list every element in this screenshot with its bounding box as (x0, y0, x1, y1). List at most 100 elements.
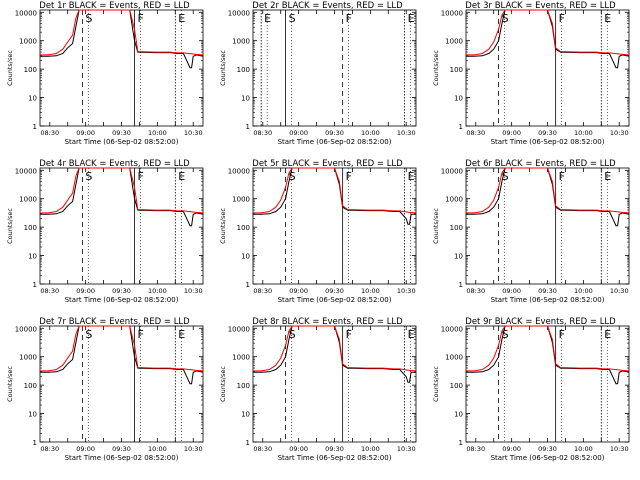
y-axis-label: Counts/sec (6, 366, 14, 402)
y-tick-label: 1 (33, 123, 37, 131)
plot-frame (465, 167, 630, 285)
x-axis-label: Start Time (06-Sep-02 08:52:00) (278, 138, 392, 146)
y-tick-label: 1000 (232, 354, 250, 362)
x-tick-label: 08:30 (466, 445, 485, 453)
y-tick-label: 100 (237, 382, 250, 390)
y-tick-label: 10000 (228, 9, 250, 17)
x-tick-label: 08:30 (40, 287, 59, 295)
y-tick-label: 1 (459, 439, 463, 447)
series-line-lld (466, 9, 630, 56)
plot-frame (252, 9, 417, 127)
x-tick-label: 08:30 (253, 287, 272, 295)
plot-frame (465, 325, 630, 443)
x-tick-label: 09:00 (76, 129, 95, 137)
marker-label: F (138, 328, 144, 341)
y-tick-label: 1000 (232, 196, 250, 204)
chart-title: Det 4r BLACK = Events, RED = LLD (39, 159, 190, 169)
y-tick-label: 10000 (15, 167, 37, 175)
y-tick-label: 100 (450, 382, 463, 390)
x-tick-label: 08:30 (40, 445, 59, 453)
y-tick-label: 1000 (19, 196, 37, 204)
plot-frame (39, 9, 204, 127)
panel-det-9: Det 9r BLACK = Events, RED = LLD10000100… (432, 317, 630, 462)
chart-title: Det 1r BLACK = Events, RED = LLD (39, 1, 190, 11)
marker-label: E (178, 12, 185, 25)
y-axis-label: Counts/sec (219, 50, 227, 86)
marker-label: S (502, 328, 509, 341)
y-tick-label: 10 (241, 253, 250, 261)
y-tick-label: 10000 (15, 9, 37, 17)
x-tick-label: 10:00 (574, 445, 593, 453)
chart-title: Det 5r BLACK = Events, RED = LLD (252, 159, 403, 169)
series-line-lld (253, 167, 417, 214)
y-tick-label: 1 (459, 123, 463, 131)
plot-frame (39, 167, 204, 285)
x-tick-label: 09:30 (325, 445, 344, 453)
marker-label: E (408, 12, 415, 25)
y-tick-label: 10 (28, 411, 37, 419)
x-tick-label: 10:30 (184, 129, 203, 137)
x-tick-label: 10:30 (610, 287, 629, 295)
x-tick-label: 09:30 (538, 287, 557, 295)
x-axis-label: Start Time (06-Sep-02 08:52:00) (491, 138, 605, 146)
x-axis-label: Start Time (06-Sep-02 08:52:00) (65, 138, 179, 146)
y-tick-label: 10 (241, 411, 250, 419)
x-axis-label: Start Time (06-Sep-02 08:52:00) (65, 454, 179, 462)
x-tick-label: 10:00 (574, 129, 593, 137)
y-axis-label: Counts/sec (432, 366, 440, 402)
x-tick-label: 10:00 (574, 287, 593, 295)
x-tick-label: 09:00 (502, 445, 521, 453)
x-tick-label: 09:00 (289, 287, 308, 295)
y-axis-label: Counts/sec (432, 50, 440, 86)
x-tick-label: 10:30 (184, 287, 203, 295)
series-line-lld (466, 325, 630, 372)
y-tick-label: 1 (33, 439, 37, 447)
x-tick-label: 09:00 (289, 445, 308, 453)
y-tick-label: 10 (454, 95, 463, 103)
x-tick-label: 10:30 (397, 129, 416, 137)
x-tick-label: 10:30 (397, 287, 416, 295)
y-axis-label: Counts/sec (219, 208, 227, 244)
y-tick-label: 100 (237, 224, 250, 232)
series-line-lld (40, 9, 204, 56)
y-tick-label: 10000 (228, 167, 250, 175)
marker-label: F (138, 170, 144, 183)
x-tick-label: 09:30 (325, 287, 344, 295)
marker-label: S (85, 12, 92, 25)
marker-label: S (85, 170, 92, 183)
chart-title: Det 2r BLACK = Events, RED = LLD (252, 1, 403, 11)
plot-frame (252, 325, 417, 443)
x-tick-label: 09:30 (112, 445, 131, 453)
marker-label: E (408, 328, 415, 341)
marker-label: S (289, 12, 296, 25)
panel-det-6: Det 6r BLACK = Events, RED = LLD10000100… (432, 159, 630, 304)
y-tick-label: 1000 (445, 354, 463, 362)
marker-label: F (138, 12, 144, 25)
x-axis-label: Start Time (06-Sep-02 08:52:00) (278, 454, 392, 462)
x-tick-label: 10:00 (361, 129, 380, 137)
y-tick-label: 1 (246, 439, 250, 447)
y-axis-label: Counts/sec (219, 366, 227, 402)
marker-label: E (264, 12, 271, 25)
plot-frame (465, 9, 630, 127)
x-tick-label: 10:00 (148, 129, 167, 137)
x-axis-label: Start Time (06-Sep-02 08:52:00) (491, 296, 605, 304)
marker-label: S (502, 170, 509, 183)
y-tick-label: 10 (241, 95, 250, 103)
y-tick-label: 1 (246, 123, 250, 131)
y-tick-label: 10 (454, 253, 463, 261)
x-tick-label: 09:30 (325, 129, 344, 137)
marker-label: S (289, 328, 296, 341)
x-tick-label: 09:00 (76, 287, 95, 295)
x-tick-label: 10:30 (610, 129, 629, 137)
x-axis-label: Start Time (06-Sep-02 08:52:00) (65, 296, 179, 304)
y-axis-label: Counts/sec (6, 208, 14, 244)
marker-label: F (559, 170, 565, 183)
plot-frame (252, 167, 417, 285)
x-tick-label: 09:30 (538, 129, 557, 137)
x-tick-label: 08:30 (466, 287, 485, 295)
x-tick-label: 09:00 (502, 287, 521, 295)
